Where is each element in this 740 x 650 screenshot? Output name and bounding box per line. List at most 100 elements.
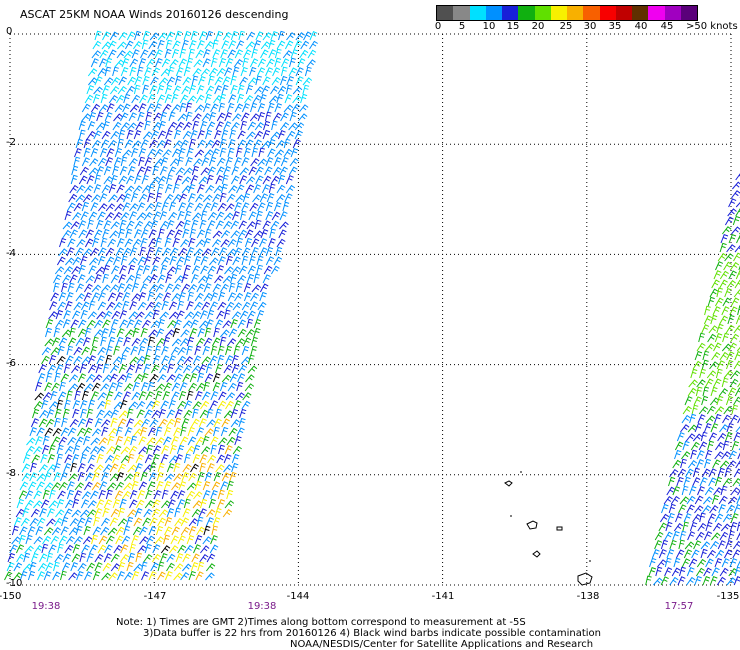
wind-barb [93, 86, 103, 95]
wind-barb [279, 75, 288, 86]
wind-barb [154, 148, 164, 158]
wind-barb [230, 318, 238, 329]
wind-barb [715, 261, 724, 271]
wind-barb [198, 364, 207, 374]
wind-barb [47, 464, 57, 473]
wind-barb [72, 444, 81, 455]
wind-barb [700, 541, 711, 550]
wind-barb [87, 454, 96, 464]
wind-barb [140, 237, 148, 248]
colorbar-label: 45 [660, 21, 674, 32]
wind-barb [273, 201, 282, 212]
wind-barb [203, 48, 211, 59]
wind-barb [221, 472, 231, 482]
wind-barb [703, 315, 713, 325]
wind-barb [157, 183, 164, 194]
wind-barb [125, 228, 133, 239]
wind-barb [86, 509, 97, 518]
wind-barb [27, 570, 36, 581]
wind-barb [182, 320, 193, 329]
wind-barb [60, 526, 69, 536]
wind-barb [51, 482, 61, 491]
wind-barb [123, 571, 133, 581]
wind-barb [717, 540, 726, 550]
wind-barb [183, 356, 193, 365]
wind-barb [160, 156, 169, 167]
wind-barb [669, 539, 677, 550]
wind-barb [85, 417, 94, 428]
wind-barb [72, 212, 82, 221]
wind-barb [44, 382, 53, 392]
wind-barb [147, 291, 155, 302]
wind-barb [25, 534, 33, 545]
wind-barb [138, 156, 146, 167]
wind-barb [105, 211, 115, 221]
wind-barb [120, 544, 129, 554]
wind-barb [215, 30, 223, 41]
note-line-2: 3)Data buffer is 22 hrs from 20160126 4)… [143, 628, 601, 639]
wind-barb [213, 327, 220, 338]
wind-barb [246, 273, 255, 284]
wind-barb [45, 327, 52, 338]
wind-barb [174, 507, 181, 518]
wind-barb [171, 526, 180, 536]
wind-barb [302, 77, 313, 86]
colorbar-swatch [502, 6, 519, 20]
wind-barb [694, 505, 704, 514]
wind-barb [84, 517, 93, 527]
wind-barb [300, 40, 310, 50]
wind-barb [187, 95, 197, 104]
wind-barb [736, 560, 740, 568]
wind-barb [137, 111, 145, 122]
wind-barb [39, 409, 49, 419]
wind-barb [180, 329, 190, 338]
wind-barb [208, 498, 216, 509]
wind-barb [173, 473, 183, 482]
wind-barb [239, 310, 249, 320]
wind-barb [108, 40, 117, 50]
wind-barb [92, 374, 103, 383]
wind-barb [114, 147, 123, 158]
wind-barb [79, 509, 90, 518]
wind-barb [101, 284, 111, 293]
wind-barb [24, 499, 34, 509]
wind-barb [44, 482, 54, 491]
wind-barb [121, 535, 131, 545]
wind-barb [69, 517, 79, 527]
wind-barb [76, 570, 84, 581]
wind-barb [7, 552, 16, 563]
wind-barb [214, 507, 222, 518]
wind-barb [677, 576, 686, 586]
wind-barb [705, 449, 713, 460]
wind-barb [201, 157, 210, 167]
wind-barb [180, 139, 189, 149]
wind-barb [203, 525, 211, 536]
wind-barb [665, 521, 673, 532]
wind-barb [660, 576, 669, 586]
wind-barb [88, 167, 99, 176]
wind-barb [180, 426, 187, 437]
wind-barb [85, 229, 94, 239]
wind-barb [123, 93, 131, 104]
wind-barb [93, 319, 103, 329]
wind-barb [205, 139, 215, 149]
wind-barb [201, 301, 211, 311]
wind-barb [120, 122, 130, 131]
wind-barb [731, 190, 740, 199]
wind-barb [219, 147, 227, 158]
wind-barb [141, 418, 150, 428]
wind-barb [729, 262, 740, 271]
wind-barb [163, 426, 172, 437]
wind-barb [198, 176, 209, 185]
wind-barb [153, 112, 162, 122]
wind-barb [166, 266, 177, 275]
wind-barb [96, 311, 106, 320]
wind-barb [134, 30, 142, 41]
wind-barb [162, 247, 171, 257]
wind-barb [167, 499, 176, 509]
wind-barb [15, 544, 25, 554]
wind-barb [725, 539, 733, 550]
wind-barb [232, 113, 242, 122]
wind-barb [177, 400, 187, 410]
wind-barb [192, 120, 200, 131]
